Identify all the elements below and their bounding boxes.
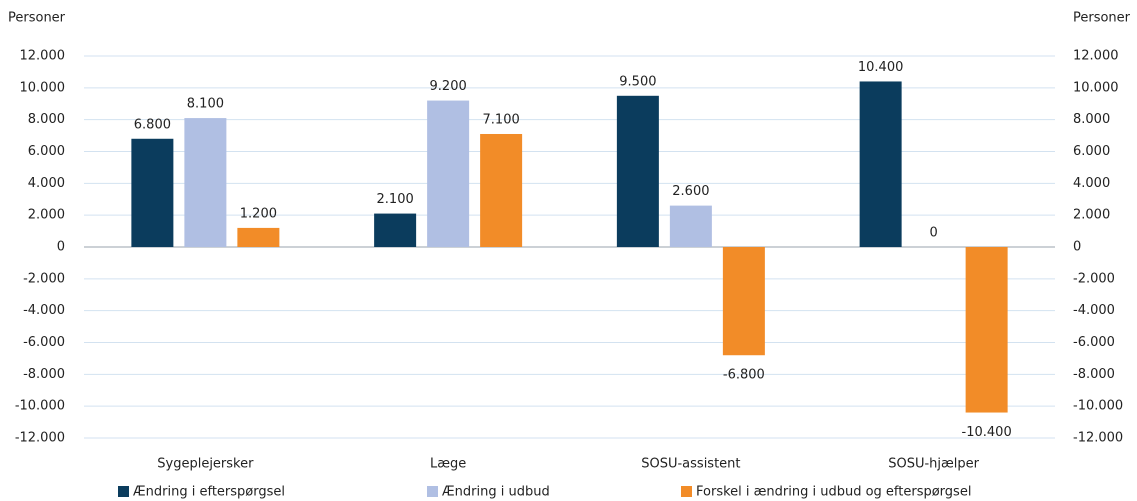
y-tick-label: -12.000 xyxy=(15,431,65,446)
bar xyxy=(131,138,174,247)
y-tick-label: -2.000 xyxy=(23,271,65,286)
y-tick-label: 0 xyxy=(57,240,65,255)
bar xyxy=(184,118,227,247)
y2-tick-label: 4.000 xyxy=(1073,176,1110,191)
y2-tick-label: 0 xyxy=(1073,240,1081,255)
y2-tick-label: -6.000 xyxy=(1073,335,1115,350)
legend-swatch xyxy=(427,486,438,497)
data-label: 1.200 xyxy=(240,206,277,221)
x-tick-label: Læge xyxy=(430,457,466,472)
legend-label: Forskel i ændring i udbud og efterspørgs… xyxy=(696,485,971,500)
data-label: -10.400 xyxy=(962,425,1012,440)
data-label: 2.600 xyxy=(672,184,709,199)
y-tick-label: 4.000 xyxy=(28,176,65,191)
bar xyxy=(237,227,280,247)
y-tick-label: -4.000 xyxy=(23,303,65,318)
y-tick-label: 12.000 xyxy=(20,49,66,64)
bar xyxy=(965,247,1008,413)
y2-tick-label: -4.000 xyxy=(1073,303,1115,318)
y2-tick-label: 8.000 xyxy=(1073,112,1110,127)
x-tick-label: SOSU-hjælper xyxy=(888,457,979,472)
data-label: 0 xyxy=(929,226,937,241)
x-tick-label: Sygeplejersker xyxy=(157,457,254,472)
y2-tick-label: 10.000 xyxy=(1073,80,1119,95)
legend-swatch xyxy=(118,486,129,497)
y2-tick-label: 12.000 xyxy=(1073,49,1119,64)
y-tick-label: -8.000 xyxy=(23,367,65,382)
bar xyxy=(616,95,659,248)
legend-label: Ændring i efterspørgsel xyxy=(133,485,285,500)
y2-tick-label: 2.000 xyxy=(1073,208,1110,223)
data-label: 9.500 xyxy=(619,74,656,89)
data-label: 7.100 xyxy=(483,112,520,127)
data-label: 2.100 xyxy=(377,192,414,207)
x-tick-label: SOSU-assistent xyxy=(641,457,740,472)
data-label: -6.800 xyxy=(723,368,765,383)
bar xyxy=(722,247,765,356)
bar xyxy=(859,81,902,247)
y2-tick-label: -10.000 xyxy=(1073,399,1123,414)
data-label: 6.800 xyxy=(134,117,171,132)
data-label: 10.400 xyxy=(858,60,904,75)
legend-label: Ændring i udbud xyxy=(442,485,550,500)
y-tick-label: -10.000 xyxy=(15,399,65,414)
data-label: 9.200 xyxy=(430,79,467,94)
y-axis-label: Personer xyxy=(8,11,66,26)
bar xyxy=(480,133,523,247)
y-tick-label: 6.000 xyxy=(28,144,65,159)
data-label: 8.100 xyxy=(187,97,224,112)
y2-tick-label: -12.000 xyxy=(1073,431,1123,446)
legend-swatch xyxy=(681,486,692,497)
y-tick-label: 2.000 xyxy=(28,208,65,223)
bar xyxy=(669,205,712,247)
bar xyxy=(427,100,470,247)
y-tick-label: 10.000 xyxy=(20,80,66,95)
y2-tick-label: 6.000 xyxy=(1073,144,1110,159)
y2-tick-label: -8.000 xyxy=(1073,367,1115,382)
y-tick-label: 8.000 xyxy=(28,112,65,127)
y2-axis-label: Personer xyxy=(1073,11,1131,26)
y2-tick-label: -2.000 xyxy=(1073,271,1115,286)
y-tick-label: -6.000 xyxy=(23,335,65,350)
bar xyxy=(374,213,417,247)
